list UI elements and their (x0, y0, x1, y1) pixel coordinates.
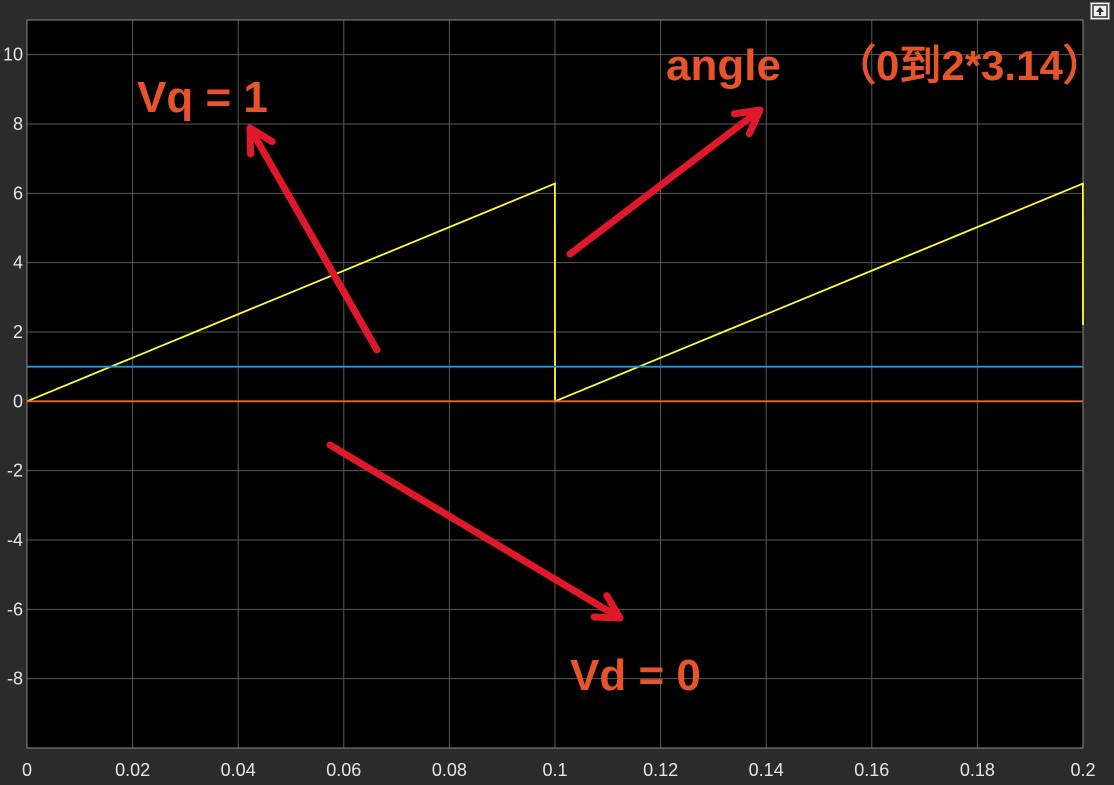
x-tick-label: 0.18 (960, 760, 995, 780)
y-tick-label: -4 (7, 530, 23, 550)
y-tick-label: 10 (3, 45, 23, 65)
series-group (26, 182, 1084, 403)
restore-axes-button[interactable] (1090, 2, 1110, 20)
y-tick-label: 0 (13, 391, 23, 411)
annotation-angle: angle (666, 41, 781, 90)
arrow-vq (246, 124, 381, 354)
x-tick-label: 0.2 (1070, 760, 1095, 780)
annotation-arrows (246, 106, 764, 622)
x-tick-label: 0.16 (854, 760, 889, 780)
y-axis: -8 -6 -4 -2 0 2 4 6 8 10 (3, 45, 23, 689)
x-tick-label: 0.12 (643, 760, 678, 780)
x-tick-label: 0.08 (432, 760, 467, 780)
y-tick-label: 4 (13, 253, 23, 273)
y-tick-label: 8 (13, 114, 23, 134)
x-tick-label: 0.02 (115, 760, 150, 780)
x-tick-label: 0.1 (542, 760, 567, 780)
y-tick-label: 6 (13, 183, 23, 203)
annotation-vq: Vq = 1 (137, 73, 268, 122)
y-tick-label: -8 (7, 669, 23, 689)
x-tick-label: 0.14 (749, 760, 784, 780)
y-tick-label: -6 (7, 599, 23, 619)
x-tick-label: 0.04 (221, 760, 256, 780)
restore-axes-icon (1092, 4, 1108, 18)
annotations: Vq = 1 angle （0到2*3.14） Vd = 0 (137, 41, 1105, 700)
annotation-angle-range: （0到2*3.14） (834, 42, 1105, 89)
plot-frame (26, 19, 1084, 749)
x-axis: 0 0.02 0.04 0.06 0.08 0.1 0.12 0.14 0.16 0.18 0.2 (22, 760, 1096, 780)
arrow-vd (326, 441, 624, 622)
annotation-vd: Vd = 0 (570, 651, 701, 700)
x-tick-label: 0.06 (326, 760, 361, 780)
y-tick-label: -2 (7, 461, 23, 481)
arrow-angle (566, 106, 764, 258)
x-tick-label: 0 (22, 760, 32, 780)
y-tick-label: 2 (13, 322, 23, 342)
